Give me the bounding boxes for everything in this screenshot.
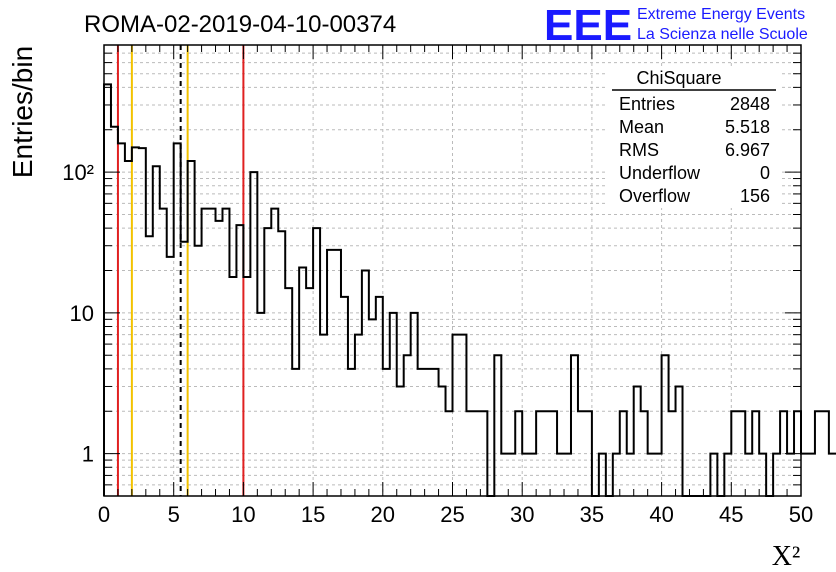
- chart-title: ROMA-02-2019-04-10-00374: [84, 11, 396, 38]
- histogram-series: [103, 83, 836, 497]
- x-tick-label: 15: [301, 502, 325, 527]
- stats-value: 0: [760, 163, 770, 183]
- eee-logo: EEE Extreme Energy Events La Scienza nel…: [544, 1, 808, 50]
- x-tick-label: 25: [440, 502, 464, 527]
- x-axis-label: X²: [772, 541, 801, 572]
- x-tick-label: 35: [580, 502, 604, 527]
- stats-label: Overflow: [619, 186, 691, 206]
- stats-title: ChiSquare: [636, 68, 721, 88]
- stats-value: 6.967: [725, 140, 770, 160]
- x-tick-label: 20: [371, 502, 395, 527]
- x-tick-label: 45: [719, 502, 743, 527]
- x-tick-label: 5: [168, 502, 180, 527]
- y-tick-labels: 1 10 10²: [62, 160, 94, 467]
- stats-label: Entries: [619, 94, 675, 114]
- x-tick-labels: 0 5 10 15 20 25 30 35 40 45 50: [98, 502, 813, 527]
- logo-line1: Extreme Energy Events: [637, 6, 805, 23]
- axis-ticks: [103, 44, 802, 497]
- x-tick-label: 10: [231, 502, 255, 527]
- stats-label: RMS: [619, 140, 659, 160]
- y-tick-label: 10: [70, 301, 94, 326]
- y-axis-label: Entries/bin: [7, 46, 38, 178]
- stats-value: 5.518: [725, 117, 770, 137]
- x-tick-label: 40: [649, 502, 673, 527]
- stats-value: 2848: [730, 94, 770, 114]
- logo-line2: La Scienza nelle Scuole: [637, 26, 808, 43]
- x-tick-label: 0: [98, 502, 110, 527]
- y-tick-label: 10²: [62, 160, 94, 185]
- stats-box: ChiSquare Entries 2848 Mean 5.518 RMS 6.967 Un…: [608, 66, 780, 208]
- x-tick-label: 30: [510, 502, 534, 527]
- stats-label: Mean: [619, 117, 664, 137]
- y-tick-label: 1: [82, 442, 94, 467]
- stats-value: 156: [740, 186, 770, 206]
- x-tick-label: 50: [789, 502, 813, 527]
- logo-mark: EEE: [544, 1, 632, 50]
- stats-label: Underflow: [619, 163, 701, 183]
- stats-rows: Entries 2848 Mean 5.518 RMS 6.967 Underflow 0 Ov…: [619, 94, 770, 206]
